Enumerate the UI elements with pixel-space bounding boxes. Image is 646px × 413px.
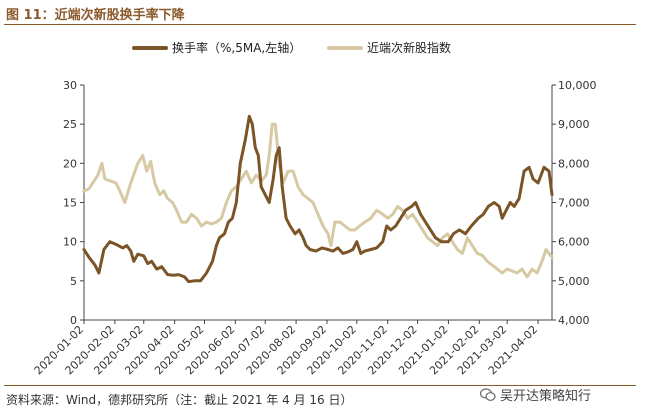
- source-divider: [4, 385, 636, 386]
- left-tick-label: 20: [63, 157, 77, 170]
- left-tick-label: 25: [63, 118, 77, 131]
- right-tick-label: 7,000: [558, 197, 590, 210]
- right-tick-label: 4,000: [558, 314, 590, 327]
- left-tick-label: 30: [63, 79, 77, 92]
- title-divider: [4, 24, 636, 25]
- left-tick-label: 0: [70, 314, 77, 327]
- right-tick-label: 6,000: [558, 236, 590, 249]
- index-line: [82, 122, 554, 279]
- watermark-text: 吴开达策略知行: [500, 389, 592, 404]
- left-tick-label: 5: [70, 275, 77, 288]
- right-tick-label: 10,000: [558, 79, 597, 92]
- legend-label: 近端次新股指数: [367, 40, 451, 55]
- legend-label: 换手率（%,5MA,左轴）: [172, 40, 301, 55]
- source-note: 资料来源：Wind，德邦研究所（注：截止 2021 年 4 月 16 日）: [6, 393, 353, 407]
- right-tick-label: 8,000: [558, 157, 590, 170]
- watermark: 吴开达策略知行: [480, 385, 591, 404]
- turnover-index-chart: 0 5 10 15 20 25 30 4,000 5,000 6,000 7,000 8,000 9,0…: [32, 40, 597, 377]
- figure-title: 图 11：近端次新股换手率下降: [6, 8, 185, 23]
- right-tick-label: 9,000: [558, 118, 590, 131]
- turnover-rate-line: [82, 114, 554, 284]
- left-tick-label: 10: [63, 236, 77, 249]
- left-tick-label: 15: [63, 197, 77, 210]
- right-tick-label: 5,000: [558, 275, 590, 288]
- wechat-icon: [480, 387, 496, 401]
